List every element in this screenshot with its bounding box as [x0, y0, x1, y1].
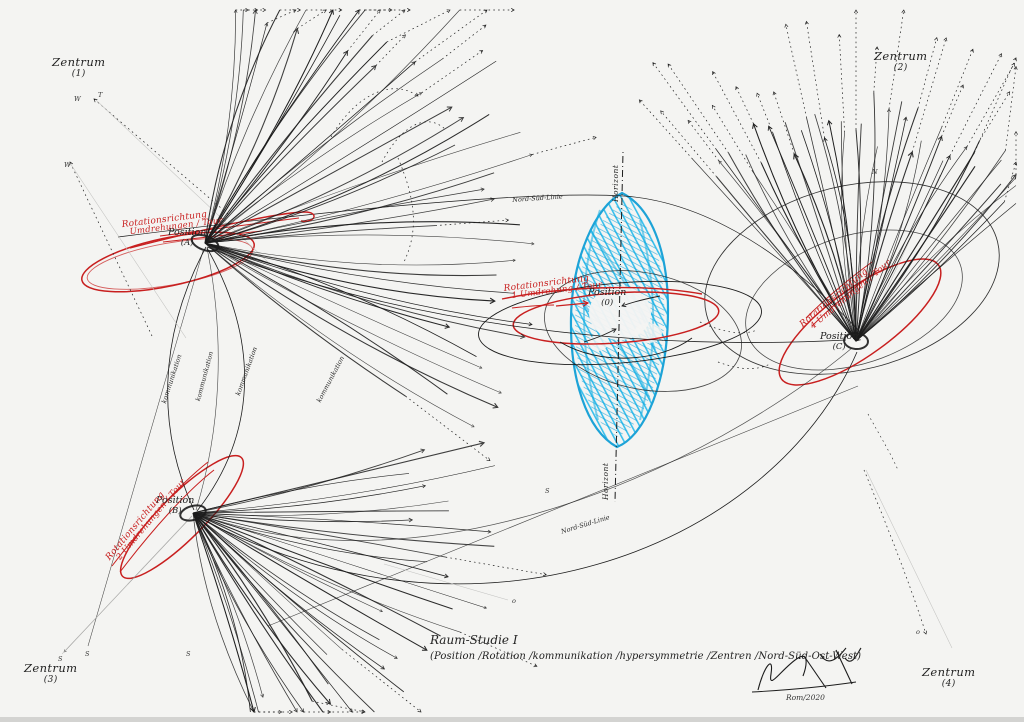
- compass-mark: S: [545, 487, 550, 495]
- scan-edge: [0, 717, 1024, 722]
- zentrum-number: (4): [941, 679, 956, 690]
- compass-mark: N: [872, 168, 878, 176]
- zentrum-text: Zentrum: [922, 665, 976, 679]
- zentrum-number: (2): [893, 63, 908, 74]
- position-label-a: Position (A): [168, 227, 207, 249]
- zentrum-label-2: Zentrum (2): [874, 49, 928, 74]
- artwork-title: Raum-Studie I (Position /Rotation /kommu…: [430, 633, 862, 662]
- signature-note: Rom/2020: [786, 693, 825, 702]
- zentrum-text: Zentrum: [52, 55, 106, 69]
- zentrum-label-3: Zentrum (3): [24, 661, 78, 686]
- position-text: Position: [820, 331, 859, 342]
- zentrum-text: Zentrum: [24, 661, 78, 675]
- position-number: (0): [601, 297, 614, 308]
- position-text: Position: [588, 287, 627, 298]
- zentrum-text: Zentrum: [874, 49, 928, 63]
- position-label-b: Position (B): [156, 495, 195, 517]
- compass-mark: S: [85, 650, 90, 658]
- title-line1: Raum-Studie I: [430, 633, 518, 647]
- position-number: (A): [180, 237, 194, 248]
- compass-mark: W: [64, 161, 71, 169]
- title-line2: (Position /Rotation /kommunikation /hype…: [430, 650, 862, 662]
- horizont-label-bottom: Horizont: [601, 462, 610, 500]
- compass-mark: S: [186, 650, 191, 658]
- position-label-c: Position (C): [820, 331, 859, 353]
- zentrum-number: (1): [71, 69, 86, 80]
- position-text: Position: [156, 495, 195, 506]
- position-number: (C): [832, 341, 846, 352]
- position-number: (B): [168, 505, 182, 516]
- compass-mark: S: [58, 655, 63, 663]
- position-label-0: Position (0): [588, 287, 627, 309]
- zentrum-label-1: Zentrum (1): [52, 55, 106, 80]
- compass-mark: T: [98, 91, 103, 99]
- compass-mark: o: [916, 628, 920, 636]
- compass-mark: o: [512, 597, 516, 605]
- zentrum-label-4: Zentrum (4): [922, 665, 976, 690]
- compass-mark: W: [74, 95, 81, 103]
- horizont-label-top: Horizont: [611, 164, 620, 202]
- zentrum-number: (3): [43, 675, 58, 686]
- position-text: Position: [168, 227, 207, 238]
